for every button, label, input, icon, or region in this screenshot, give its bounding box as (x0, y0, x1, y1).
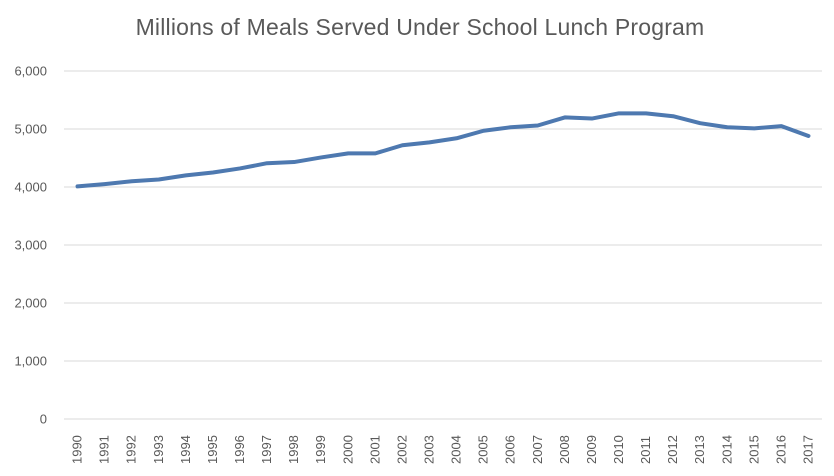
series-line (75, 111, 811, 189)
x-tick-label: 2011 (638, 436, 653, 464)
x-tick-label: 1991 (97, 435, 112, 464)
x-tick-label: 1995 (205, 435, 220, 464)
chart-title: Millions of Meals Served Under School Lu… (135, 14, 705, 40)
y-tick-label: 1,000 (14, 354, 47, 369)
x-tick-label: 2000 (340, 435, 355, 464)
x-tick-label: 2017 (800, 435, 815, 464)
x-tick-label: 2002 (394, 435, 409, 464)
x-tick-label: 2014 (719, 435, 734, 464)
x-tick-label: 2009 (584, 435, 599, 464)
x-tick-label: 2003 (421, 435, 436, 464)
x-tick-label: 1996 (232, 435, 247, 464)
x-tick-label: 2016 (773, 435, 788, 464)
x-tick-label: 2015 (746, 435, 761, 464)
x-tick-label: 2005 (476, 435, 491, 464)
x-tick-label: 2008 (557, 435, 572, 464)
x-tick-label: 1997 (259, 435, 274, 464)
y-tick-label: 5,000 (14, 122, 47, 137)
x-tick-label: 1992 (124, 435, 139, 464)
x-tick-label: 2012 (665, 435, 680, 464)
y-tick-label: 2,000 (14, 296, 47, 311)
x-tick-label: 1993 (151, 435, 166, 464)
x-tick-label: 2004 (449, 435, 464, 464)
x-tick-label: 2010 (611, 435, 626, 464)
y-tick-label: 0 (40, 412, 47, 427)
x-tick-label: 2001 (367, 435, 382, 464)
x-tick-label: 2006 (503, 435, 518, 464)
x-tick-label: 1999 (313, 435, 328, 464)
x-tick-label: 1998 (286, 435, 301, 464)
x-tick-label: 2013 (692, 435, 707, 464)
x-tick-label: 2007 (530, 435, 545, 464)
y-tick-label: 6,000 (14, 64, 47, 79)
y-tick-label: 4,000 (14, 180, 47, 195)
x-tick-label: 1994 (178, 435, 193, 464)
y-tick-label: 3,000 (14, 238, 47, 253)
x-tick-label: 1990 (70, 435, 85, 464)
